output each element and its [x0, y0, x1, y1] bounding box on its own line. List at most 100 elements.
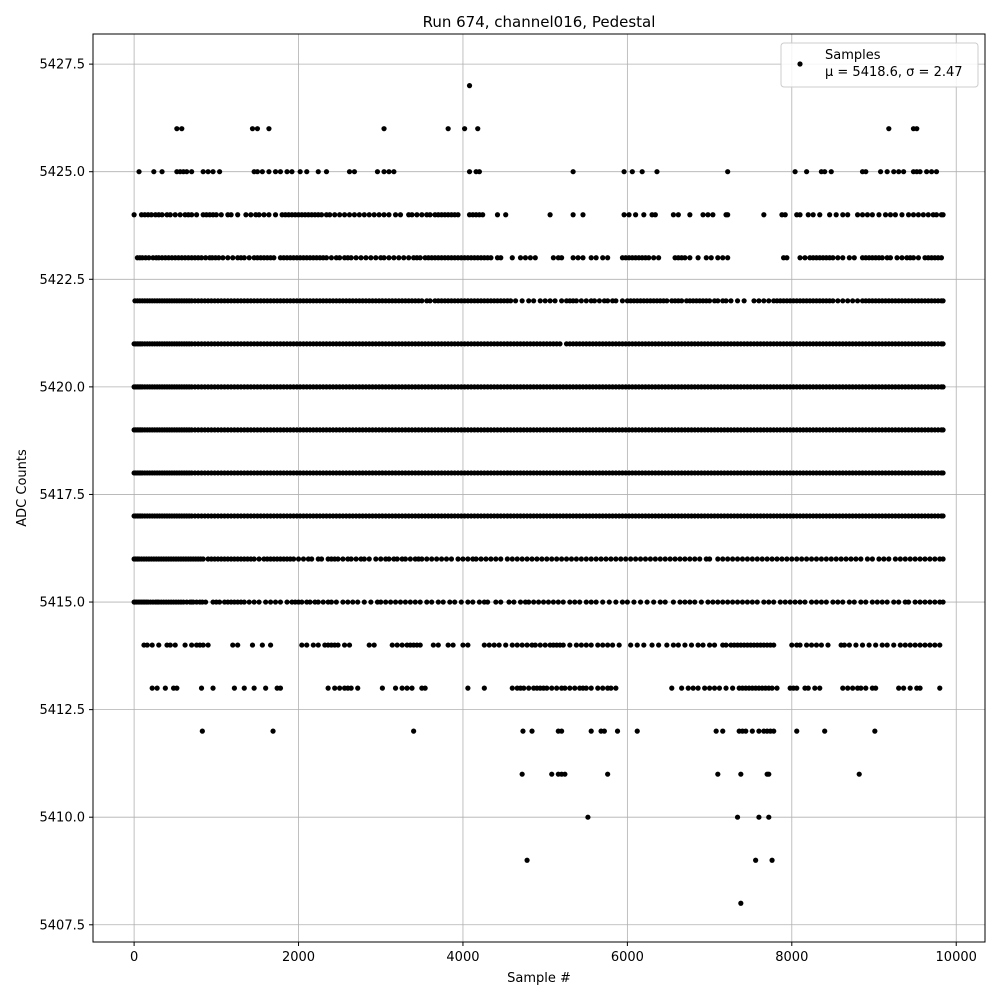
data-point	[524, 642, 530, 648]
data-point	[277, 685, 284, 691]
data-point	[830, 599, 836, 605]
data-point	[407, 556, 413, 562]
data-point	[315, 169, 321, 175]
data-point	[272, 599, 279, 605]
data-point	[828, 169, 834, 175]
data-point	[559, 728, 565, 734]
data-point	[481, 685, 487, 691]
data-point	[210, 169, 216, 175]
data-point	[818, 556, 824, 562]
data-point	[715, 556, 721, 562]
data-point	[937, 642, 943, 648]
data-point	[205, 169, 211, 175]
data-point	[389, 642, 395, 648]
data-point	[771, 599, 777, 605]
data-point	[687, 599, 693, 605]
data-point	[690, 685, 696, 691]
data-point	[744, 599, 751, 605]
data-point	[912, 599, 918, 605]
data-point	[805, 685, 811, 691]
data-point	[200, 169, 206, 175]
data-point	[341, 642, 348, 648]
data-point	[346, 169, 353, 175]
data-point	[854, 298, 861, 304]
data-point	[784, 556, 790, 562]
data-point	[884, 599, 890, 605]
data-point	[228, 212, 234, 218]
data-point	[544, 556, 550, 562]
data-point	[675, 642, 681, 648]
data-point	[802, 255, 808, 261]
data-point	[172, 212, 178, 218]
data-point	[766, 298, 772, 304]
data-point	[455, 212, 461, 218]
data-point	[887, 212, 894, 218]
data-point	[172, 642, 178, 648]
data-point	[434, 556, 440, 562]
data-point	[544, 685, 550, 691]
legend: Samples μ = 5418.6, σ = 2.47	[780, 42, 979, 88]
data-point	[512, 298, 519, 304]
data-point	[792, 599, 798, 605]
data-point	[922, 599, 928, 605]
data-point	[933, 169, 940, 175]
data-point	[654, 169, 660, 175]
data-point	[575, 255, 581, 261]
legend-box	[780, 42, 979, 88]
data-point	[447, 599, 453, 605]
data-point	[894, 255, 900, 261]
data-point	[295, 556, 302, 562]
data-point	[730, 599, 736, 605]
data-point	[361, 556, 367, 562]
data-point	[713, 728, 719, 734]
data-point	[769, 857, 775, 863]
data-point	[872, 728, 878, 734]
data-point	[554, 685, 560, 691]
data-point	[491, 642, 497, 648]
data-point	[373, 255, 379, 261]
data-point	[381, 212, 387, 218]
data-point	[677, 599, 683, 605]
data-point	[465, 642, 471, 648]
data-point	[917, 556, 923, 562]
data-point	[605, 298, 611, 304]
data-point	[700, 212, 706, 218]
data-point	[429, 599, 435, 605]
data-point	[386, 212, 392, 218]
data-point	[452, 599, 458, 605]
data-point	[715, 255, 721, 261]
data-point	[151, 169, 157, 175]
data-point	[850, 685, 856, 691]
data-point	[351, 169, 358, 175]
data-point	[335, 642, 341, 648]
data-point	[263, 685, 269, 691]
data-point	[560, 642, 566, 648]
data-point	[417, 255, 423, 261]
data-point	[914, 126, 920, 132]
data-point	[937, 685, 943, 691]
data-point	[154, 685, 160, 691]
data-point	[588, 728, 594, 734]
data-point	[753, 857, 759, 863]
data-point	[905, 212, 912, 218]
data-point	[887, 255, 894, 261]
data-point	[915, 255, 922, 261]
data-point	[682, 255, 688, 261]
data-point	[496, 642, 502, 648]
data-point	[682, 642, 688, 648]
data-point	[210, 685, 216, 691]
data-point	[514, 556, 520, 562]
data-point	[632, 556, 639, 562]
data-point	[256, 556, 262, 562]
data-point	[559, 298, 565, 304]
data-point	[859, 642, 866, 648]
data-point	[284, 169, 290, 175]
data-point	[884, 169, 890, 175]
data-point	[203, 255, 209, 261]
data-point	[672, 556, 678, 562]
data-point	[808, 642, 815, 648]
data-point	[619, 298, 626, 304]
data-point	[608, 556, 614, 562]
data-point	[267, 599, 274, 605]
data-point	[787, 599, 793, 605]
